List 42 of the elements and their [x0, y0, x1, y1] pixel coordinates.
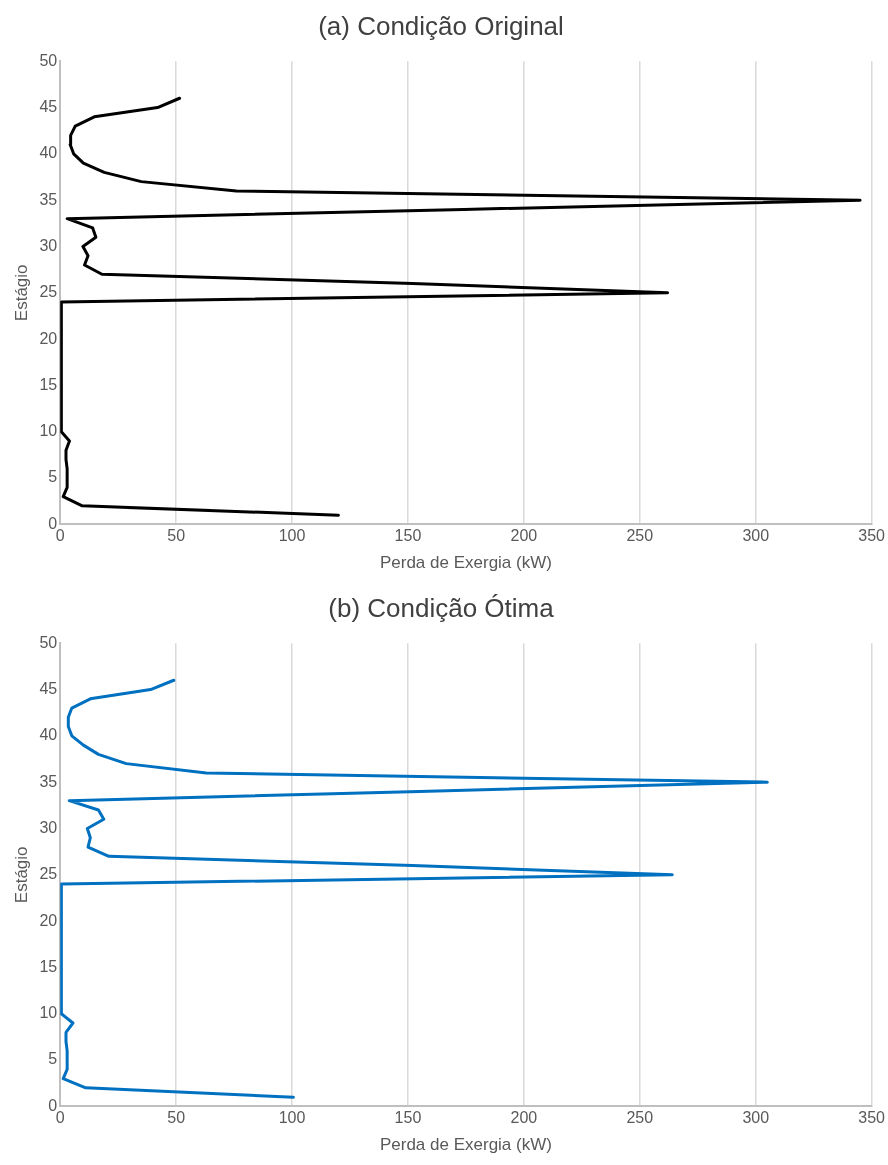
x-tick-label: 50: [167, 1109, 186, 1127]
x-tick-label: 350: [858, 527, 886, 545]
y-tick-label: 15: [39, 957, 58, 975]
x-tick-label: 150: [394, 527, 422, 545]
y-tick-label: 0: [48, 514, 58, 532]
x-tick-label: 50: [167, 527, 186, 545]
y-tick-label: 35: [39, 190, 58, 208]
x-tick-label: 100: [278, 1109, 306, 1127]
y-tick-label: 15: [39, 375, 58, 393]
y-tick-label: 30: [39, 236, 58, 254]
y-tick-label: 10: [39, 422, 58, 440]
x-tick-label: 200: [510, 1109, 538, 1127]
y-tick-label: 50: [39, 633, 58, 651]
x-tick-label: 150: [394, 1109, 422, 1127]
y-tick-label: 30: [39, 818, 58, 836]
chart-title: (b) Condição Ótima: [328, 592, 555, 623]
x-tick-label: 250: [626, 1109, 654, 1127]
x-tick-label: 350: [858, 1109, 886, 1127]
x-tick-label: 250: [626, 527, 654, 545]
y-tick-label: 20: [39, 329, 58, 347]
y-tick-label: 45: [39, 97, 58, 115]
y-tick-label: 40: [39, 144, 58, 162]
y-tick-label: 35: [39, 772, 58, 790]
y-tick-label: 5: [48, 468, 58, 486]
x-tick-label: 300: [742, 1109, 770, 1127]
y-tick-label: 5: [48, 1050, 58, 1068]
y-tick-label: 0: [48, 1096, 58, 1114]
y-tick-label: 25: [39, 283, 58, 301]
y-tick-label: 40: [39, 726, 58, 744]
y-tick-label: 25: [39, 865, 58, 883]
x-tick-label: 200: [510, 527, 538, 545]
x-axis-title: Perda de Exergia (kW): [379, 553, 552, 573]
x-axis-title: Perda de Exergia (kW): [379, 1135, 552, 1155]
y-tick-label: 50: [39, 51, 58, 69]
y-tick-label: 45: [39, 679, 58, 697]
y-axis-title: Estágio: [11, 264, 31, 322]
y-tick-label: 10: [39, 1004, 58, 1022]
chart-title: (a) Condição Original: [318, 10, 564, 41]
y-tick-label: 20: [39, 911, 58, 929]
x-tick-label: 300: [742, 527, 770, 545]
x-tick-label: 100: [278, 527, 306, 545]
y-axis-title: Estágio: [11, 846, 31, 904]
